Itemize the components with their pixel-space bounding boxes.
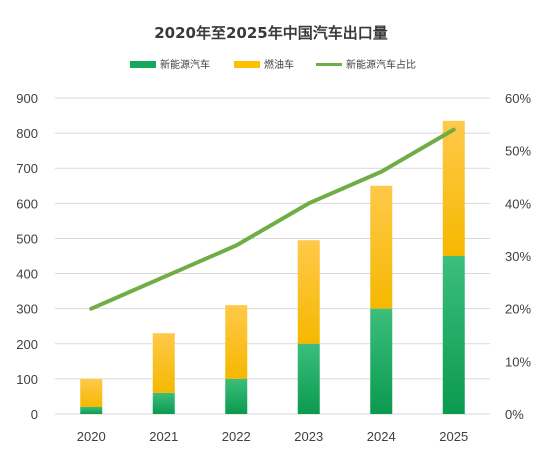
point-nev-share-2024	[380, 171, 382, 173]
x-tick-label-2023: 2023	[294, 429, 323, 444]
y-tick-label-300: 300	[16, 302, 38, 317]
x-tick-label-2022: 2022	[222, 429, 251, 444]
point-nev-share-2023	[308, 202, 310, 204]
y-tick-label-100: 100	[16, 372, 38, 387]
bar-fuel-2020	[80, 378, 103, 407]
legend-label-nev: 新能源汽车	[160, 58, 210, 71]
y-tick-label-200: 200	[16, 337, 38, 352]
y-tick-label-800: 800	[16, 126, 38, 141]
y-tick-label-0: 0	[31, 407, 38, 422]
chart-title: 2020年至2025年中国汽车出口量	[154, 24, 388, 42]
bar-nev-2020	[80, 406, 103, 414]
legend: 新能源汽车 燃油车 新能源汽车占比	[130, 58, 416, 71]
y-tick-label-500: 500	[16, 231, 38, 246]
bar-nev-2024	[370, 308, 393, 414]
y-tick-label-400: 400	[16, 267, 38, 282]
legend-label-share: 新能源汽车占比	[346, 58, 416, 71]
y2-tick-label-6: 60%	[505, 91, 531, 106]
legend-swatch-nev	[130, 61, 156, 68]
y-tick-label-700: 700	[16, 161, 38, 176]
y-tick-label-900: 900	[16, 91, 38, 106]
bar-nev-2021	[152, 392, 175, 414]
legend-swatch-fuel	[234, 61, 260, 68]
bar-nev-2022	[225, 378, 248, 414]
line-nev-share	[89, 127, 456, 311]
bar-fuel-2024	[370, 185, 393, 309]
bar-nev-2023	[297, 343, 320, 414]
y2-tick-label-4: 40%	[505, 196, 531, 211]
y2-tick-label-3: 30%	[505, 249, 531, 264]
point-nev-share-2021	[163, 276, 165, 278]
x-tick-label-2020: 2020	[77, 429, 106, 444]
bar-nev-2025	[442, 256, 465, 414]
legend-label-fuel: 燃油车	[264, 58, 294, 71]
x-tick-label-2021: 2021	[149, 429, 178, 444]
x-tick-label-2025: 2025	[439, 429, 468, 444]
bar-fuel-2021	[152, 333, 175, 393]
point-nev-share-2025	[453, 129, 455, 131]
bar-fuel-2025	[442, 120, 465, 256]
y2-tick-label-2: 20%	[505, 302, 531, 317]
bar-fuel-2022	[225, 305, 248, 379]
y-tick-label-600: 600	[16, 196, 38, 211]
y2-tick-label-1: 10%	[505, 354, 531, 369]
y2-tick-label-5: 50%	[505, 144, 531, 159]
point-nev-share-2022	[235, 244, 237, 246]
x-tick-label-2024: 2024	[367, 429, 396, 444]
bar-fuel-2023	[297, 240, 320, 344]
y2-tick-label-0: 0%	[505, 407, 524, 422]
point-nev-share-2020	[90, 308, 92, 310]
